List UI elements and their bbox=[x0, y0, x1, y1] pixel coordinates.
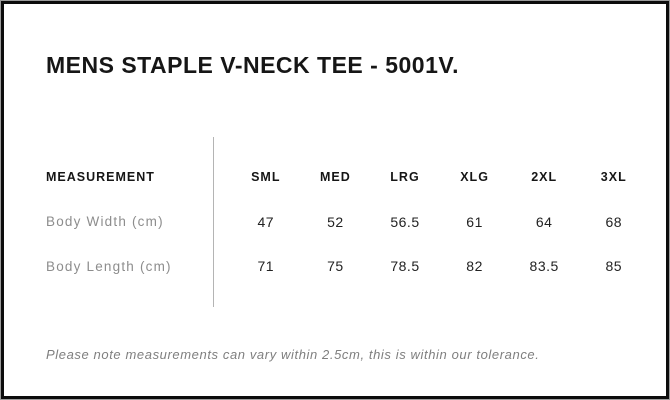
size-table: MEASUREMENT SML MED LRG XLG 2XL 3XL Body Widt… bbox=[46, 155, 652, 289]
measurement-label: Body Width (cm) bbox=[46, 214, 164, 230]
column-header-size: SML bbox=[251, 170, 281, 185]
table-row: Body Width (cm) 47 52 56.5 61 64 68 bbox=[46, 200, 652, 245]
column-header-size: 3XL bbox=[600, 170, 627, 185]
column-header-size: XLG bbox=[460, 170, 489, 185]
measurement-value: 56.5 bbox=[390, 213, 420, 230]
measurement-value: 47 bbox=[257, 213, 275, 230]
measurement-value: 61 bbox=[466, 213, 483, 230]
column-header-size: MED bbox=[320, 170, 351, 185]
measurement-value: 75 bbox=[327, 258, 344, 275]
measurement-value: 85 bbox=[605, 258, 623, 275]
column-header-measurement: MEASUREMENT bbox=[46, 170, 155, 185]
column-header-size: LRG bbox=[390, 170, 420, 185]
table-divider bbox=[213, 137, 214, 307]
measurement-value: 83.5 bbox=[529, 258, 559, 275]
measurement-value: 64 bbox=[535, 213, 553, 230]
product-title: MENS STAPLE V-NECK TEE - 5001V. bbox=[46, 52, 460, 78]
measurement-value: 68 bbox=[605, 213, 623, 230]
measurement-value: 71 bbox=[257, 258, 275, 275]
table-header-row: MEASUREMENT SML MED LRG XLG 2XL 3XL bbox=[46, 155, 652, 200]
table-row: Body Length (cm) 71 75 78.5 82 83.5 85 bbox=[46, 244, 652, 289]
measurement-value: 52 bbox=[327, 213, 344, 230]
measurement-value: 82 bbox=[466, 258, 483, 275]
measurement-label: Body Length (cm) bbox=[46, 258, 172, 274]
tolerance-note: Please note measurements can vary within… bbox=[46, 347, 540, 362]
column-header-size: 2XL bbox=[531, 170, 558, 185]
measurement-value: 78.5 bbox=[390, 258, 420, 275]
